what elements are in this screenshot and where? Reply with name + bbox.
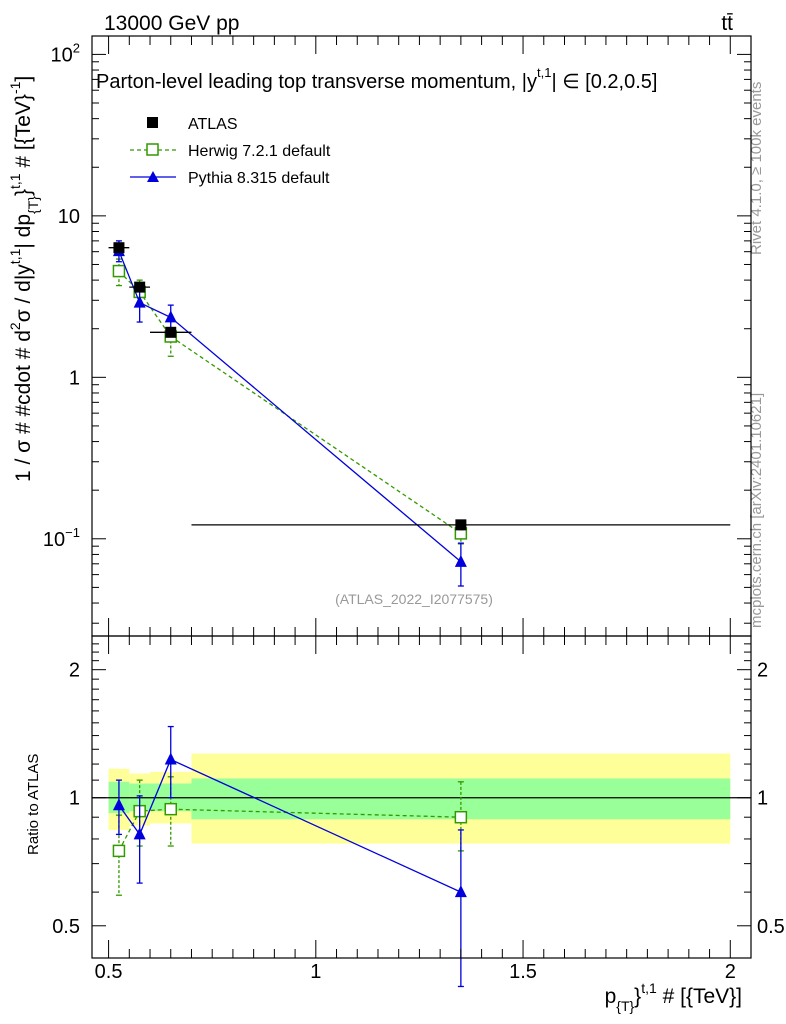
mcplots-label: mcplots.cern.ch [arXiv:2401.10621] xyxy=(748,393,765,628)
ratio-pythia-marker-1 xyxy=(133,827,146,840)
ratio-pythia-marker-2 xyxy=(164,752,177,765)
main-atlas-marker-0 xyxy=(113,242,125,254)
legend-pythia-label: Pythia 8.315 default xyxy=(188,170,330,187)
ratio-frame xyxy=(91,635,752,959)
main-y-axis-label: 1 / σ # #cdot # d2σ / d|yt,1| dp{T}}t,1 … xyxy=(7,76,41,482)
main-atlas-marker-2 xyxy=(165,326,177,338)
legend-herwig-label: Herwig 7.2.1 default xyxy=(188,143,331,160)
ratio-pythia-marker-3 xyxy=(454,885,467,898)
x-axis-label: p{T}}t,1 # [{TeV}] xyxy=(605,980,742,1014)
xtick-label-0: 0.5 xyxy=(95,961,123,983)
legend-pythia-marker xyxy=(147,171,159,182)
ratio-ytick-label-right-0: 2 xyxy=(757,660,768,682)
main-data-series xyxy=(108,240,731,587)
legend-atlas-label: ATLAS xyxy=(188,116,238,133)
ratio-herwig-marker-3 xyxy=(454,810,468,824)
main-herwig-marker-0 xyxy=(112,264,126,278)
ratio-ytick-label-left-0: 2 xyxy=(69,660,80,682)
ratio-herwig-line xyxy=(118,808,461,852)
main-title: Parton-level leading top transverse mome… xyxy=(96,65,657,93)
ratio-herwig-marker-2 xyxy=(164,802,177,816)
main-pythia-marker-2 xyxy=(164,310,177,323)
ratio-pythia-line xyxy=(118,758,462,893)
analysis-label: (ATLAS_2022_I2077575) xyxy=(335,591,493,607)
main-atlas-marker-1 xyxy=(134,281,146,293)
xtick-label-3: 2 xyxy=(725,961,736,983)
main-pythia-marker-3 xyxy=(454,554,467,567)
legend: ATLAS Herwig 7.2.1 default Pythia 8.315 … xyxy=(130,116,331,187)
ratio-pythia-marker-0 xyxy=(112,798,125,811)
ratio-ytick-label-right-2: 0.5 xyxy=(757,916,785,938)
main-ytick-label-1: 10 xyxy=(58,206,80,228)
ratio-ytick-label-right-1: 1 xyxy=(757,788,768,810)
ratio-ytick-label-left-2: 0.5 xyxy=(52,916,80,938)
ratio-y-axis-label: Ratio to ATLAS xyxy=(25,754,42,855)
main-pythia-line xyxy=(118,250,462,563)
main-ytick-label-2: 1 xyxy=(69,367,80,389)
ratio-ytick-label-left-1: 1 xyxy=(69,788,80,810)
process-label: tt̄ xyxy=(721,12,733,35)
energy-label: 13000 GeV pp xyxy=(104,12,239,35)
xtick-label-1: 1 xyxy=(310,961,321,983)
main-ytick-label-0: 102 xyxy=(51,40,80,66)
main-herwig-line xyxy=(118,270,462,534)
main-ytick-label-3: 10−1 xyxy=(43,525,80,551)
legend-atlas-marker xyxy=(147,117,158,128)
legend-herwig-marker xyxy=(146,143,159,156)
axes: 102 10 1 10−1 2 2 1 1 0.5 0.5 0.5 1 1.5 2 xyxy=(43,35,785,983)
ratio-data-series xyxy=(112,725,468,988)
ratio-herwig-marker-0 xyxy=(112,844,126,858)
main-atlas-marker-3 xyxy=(455,519,467,531)
main-pythia-marker-1 xyxy=(133,295,146,308)
xtick-label-2: 1.5 xyxy=(509,961,537,983)
rivet-version-label: Rivet 4.1.0, ≥ 100k events xyxy=(748,82,765,255)
